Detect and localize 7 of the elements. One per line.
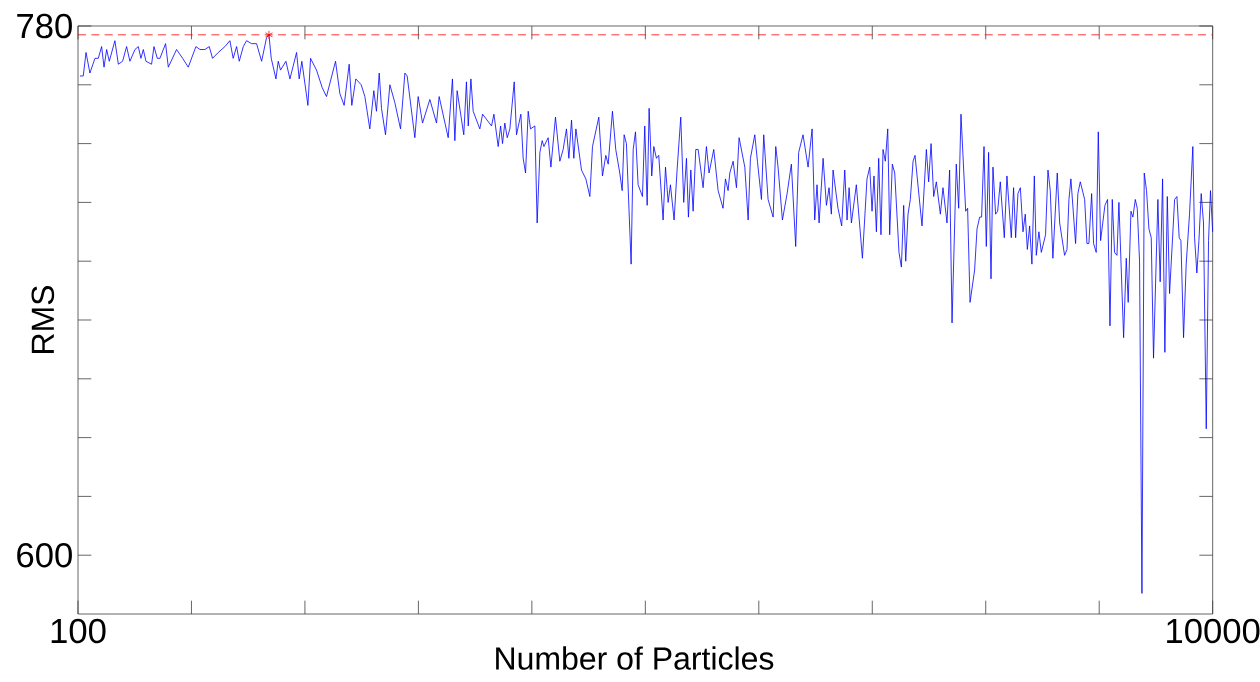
x-axis-title: Number of Particles [496,646,774,670]
x-tick-label: 10000 [1167,618,1260,644]
x-tick-label: 100 [51,618,106,644]
y-axis-title: RMS [31,285,55,353]
line-series [79,34,1214,594]
y-tick-label: 600 [17,542,72,568]
y-tick-label: 780 [17,13,72,39]
